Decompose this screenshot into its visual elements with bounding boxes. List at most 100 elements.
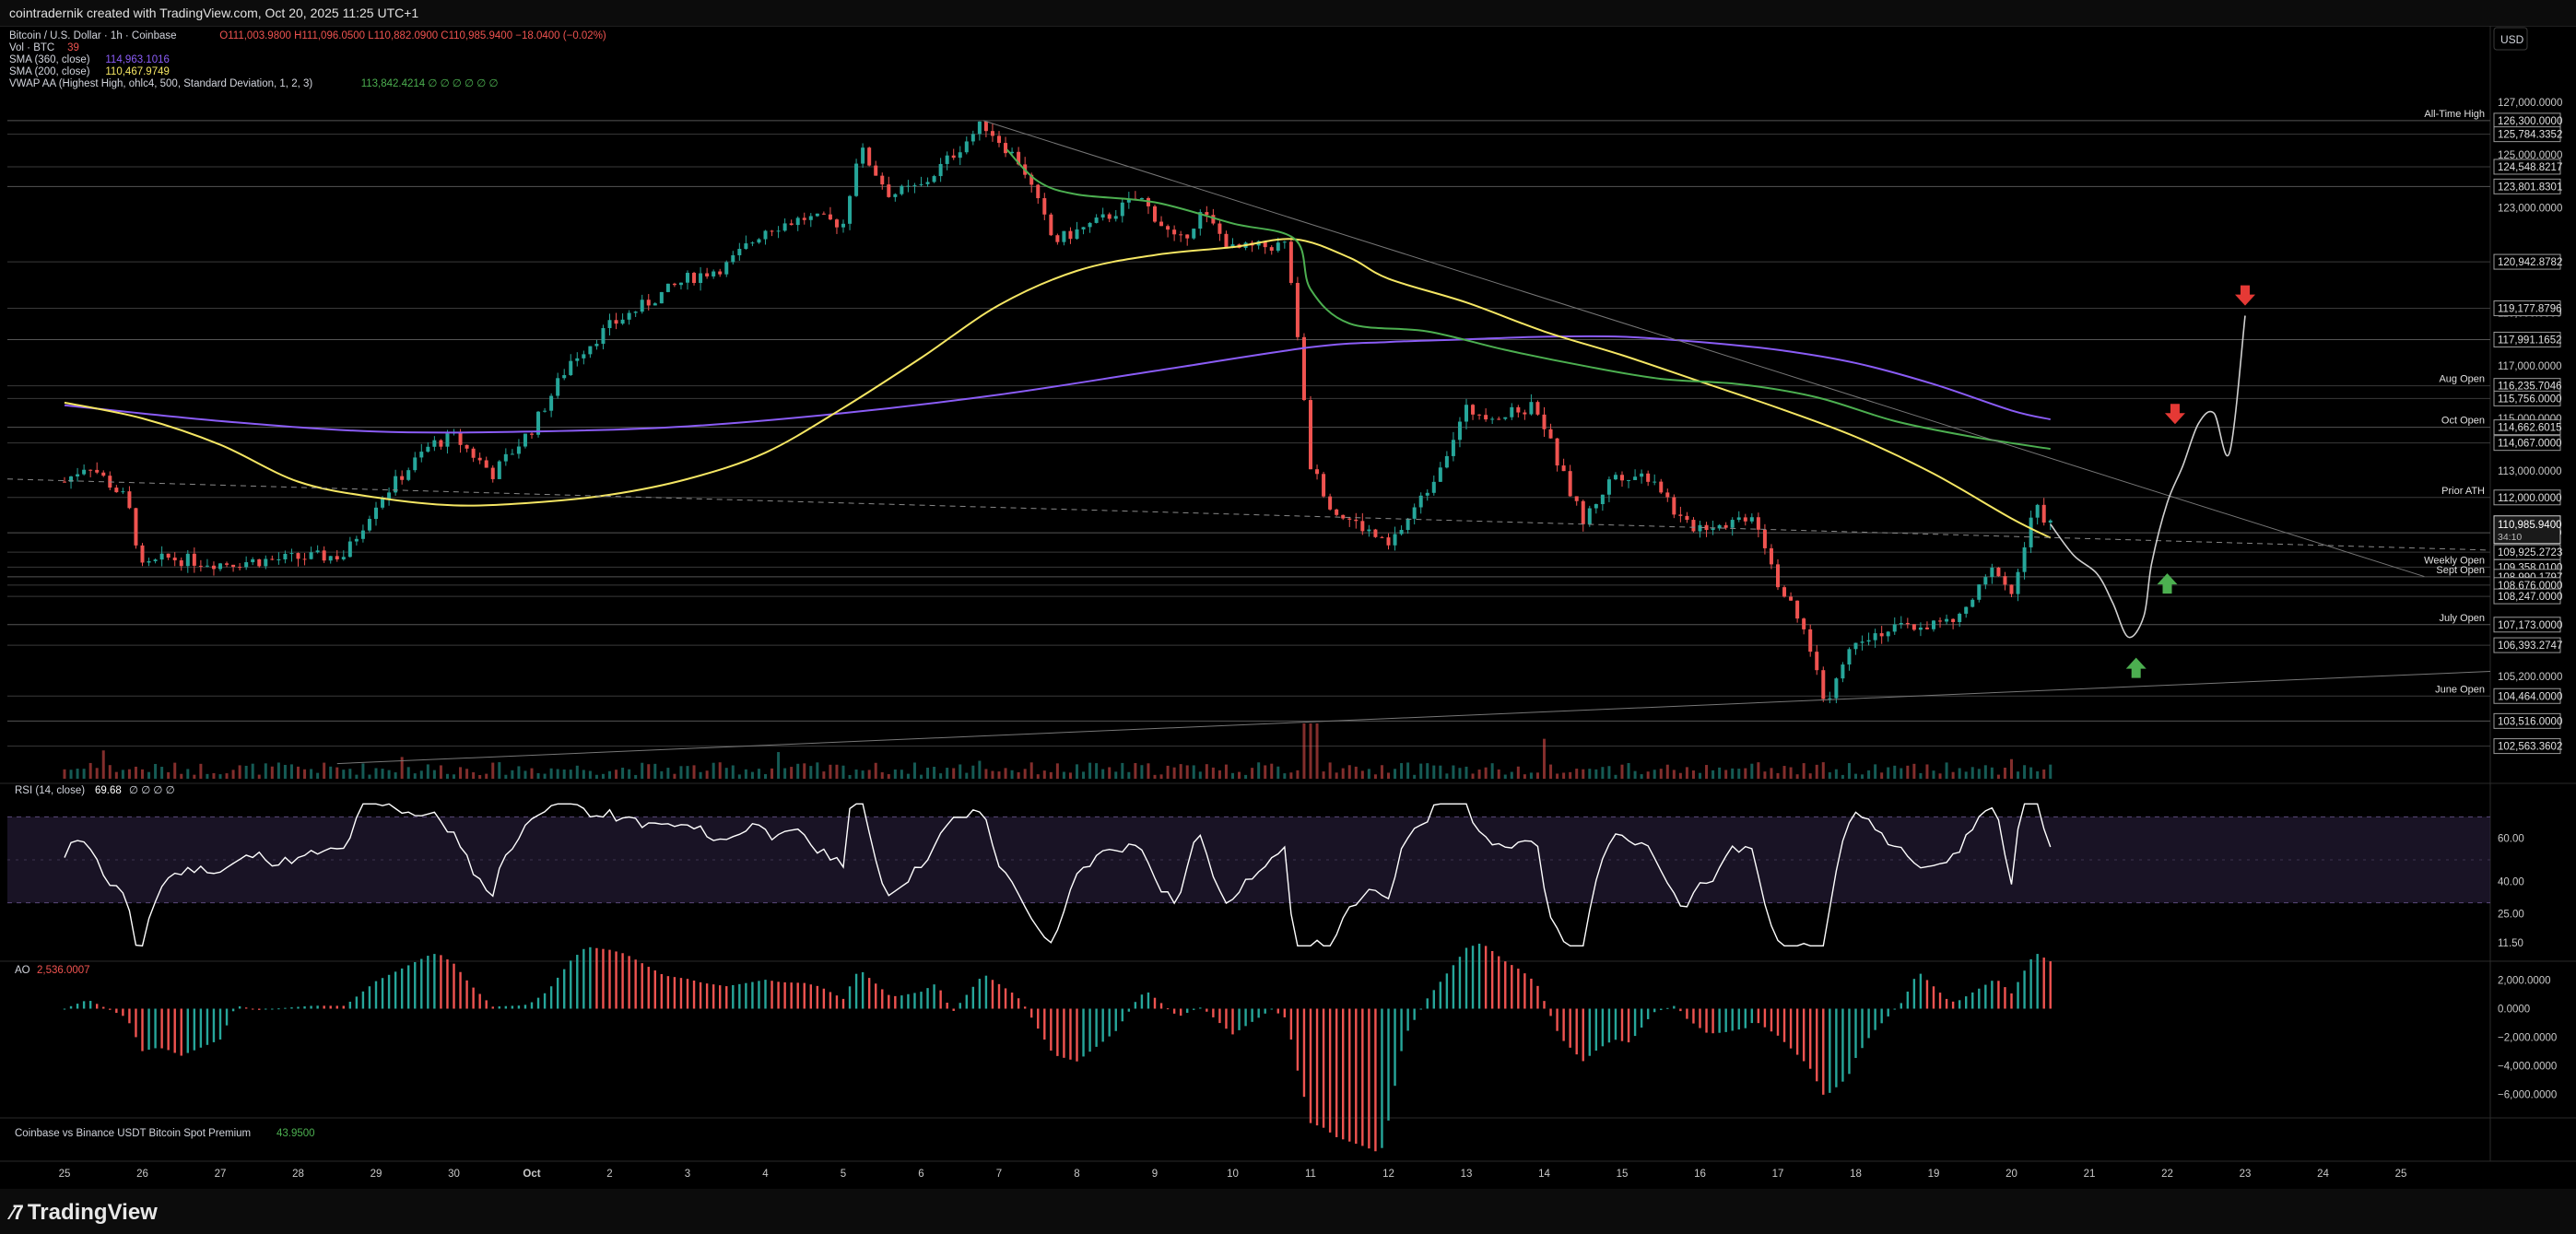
ao-bar bbox=[952, 1008, 955, 1011]
rsi-label: RSI (14, close) bbox=[15, 785, 85, 796]
candle bbox=[1335, 509, 1339, 515]
volume-bar bbox=[374, 768, 378, 779]
volume-bar bbox=[1192, 765, 1195, 779]
volume-bar bbox=[297, 766, 300, 779]
candle bbox=[354, 538, 359, 542]
candle bbox=[432, 440, 437, 447]
ao-bar bbox=[504, 1005, 508, 1009]
candle bbox=[1769, 547, 1773, 565]
level-price-label: 124,548.8217 bbox=[2498, 162, 2562, 173]
ao-bar bbox=[971, 986, 975, 1009]
volume-bar bbox=[997, 771, 1001, 779]
candle bbox=[2029, 517, 2033, 547]
volume-bar bbox=[829, 764, 832, 779]
volume-bar bbox=[2036, 770, 2040, 779]
ao-bar bbox=[1251, 1008, 1253, 1022]
legend-row-value: 113,842.4214 ∅ ∅ ∅ ∅ ∅ ∅ bbox=[361, 78, 499, 89]
volume-bar bbox=[1776, 772, 1780, 779]
candle bbox=[699, 273, 703, 284]
candle bbox=[536, 411, 541, 435]
volume-bar bbox=[1802, 763, 1806, 779]
candle bbox=[172, 558, 177, 561]
candle bbox=[1730, 520, 1735, 528]
ao-bar bbox=[1023, 1006, 1027, 1009]
volume-bar bbox=[939, 773, 943, 779]
volume-bar bbox=[394, 772, 397, 779]
projection-path bbox=[2050, 315, 2246, 639]
ao-bar bbox=[1140, 994, 1144, 1009]
ao-bar bbox=[1782, 1008, 1786, 1042]
volume-bar bbox=[841, 765, 845, 779]
ao-bar bbox=[1679, 1008, 1682, 1012]
price-axis[interactable]: 127,000.0000 125,000.0000 123,000.0000 119,… bbox=[2424, 98, 2562, 755]
volume-bar bbox=[2010, 758, 2013, 779]
time-axis[interactable]: 25 26 27 28 29 30 Oct 2 3 4 5 6 7 8 9 10 11 12 13 14 15 16 17 1… bbox=[59, 1169, 2407, 1180]
candle bbox=[2041, 504, 2046, 523]
candle bbox=[1192, 229, 1196, 239]
ao-bar bbox=[1147, 992, 1150, 1009]
level-price-box bbox=[2493, 419, 2561, 436]
volume-bar bbox=[641, 762, 644, 779]
ao-bar bbox=[1257, 1008, 1260, 1018]
time-tick-label: 11 bbox=[1305, 1169, 1316, 1180]
time-tick-label: 27 bbox=[215, 1169, 227, 1180]
ao-bar bbox=[1633, 1008, 1637, 1037]
candle bbox=[705, 273, 710, 276]
volume-bar bbox=[160, 767, 164, 779]
candle bbox=[1581, 500, 1585, 524]
volume-bar bbox=[1244, 774, 1248, 779]
ao-bar bbox=[875, 983, 877, 1009]
candle bbox=[594, 344, 599, 347]
trendlines bbox=[6, 120, 2491, 765]
candle bbox=[426, 446, 430, 452]
volume-bar bbox=[310, 769, 313, 779]
volume-bar bbox=[1068, 772, 1072, 779]
downtrend-line bbox=[982, 120, 2425, 578]
chart-canvas[interactable]: RSI (14, close) 69.68 ∅ ∅ ∅ ∅60.0040.0025… bbox=[0, 26, 2576, 1189]
volume-bar bbox=[1958, 768, 1961, 779]
ao-bar bbox=[2042, 958, 2045, 1009]
sma-360-line bbox=[64, 335, 2051, 434]
candle bbox=[1932, 620, 1935, 629]
candle bbox=[1977, 584, 1982, 600]
level-name-label: Sept Open bbox=[2436, 565, 2485, 576]
volume-bar bbox=[218, 774, 222, 779]
ao-bar bbox=[1153, 997, 1157, 1009]
ao-bar bbox=[511, 1005, 514, 1009]
currency-button[interactable]: USD bbox=[2493, 27, 2528, 51]
candle bbox=[932, 176, 936, 182]
ao-bar bbox=[1757, 1008, 1760, 1024]
ao-bar bbox=[1543, 1001, 1546, 1009]
candle bbox=[1555, 438, 1559, 466]
volume-bar bbox=[1289, 772, 1293, 779]
volume-bar bbox=[1627, 762, 1630, 779]
volume-bar bbox=[82, 769, 86, 779]
candle bbox=[951, 155, 956, 159]
rsi-tick-label: 60.00 bbox=[2498, 834, 2524, 845]
time-tick-label: 6 bbox=[918, 1169, 923, 1180]
ao-bar bbox=[854, 973, 858, 1009]
candle bbox=[549, 395, 554, 411]
volume-bar bbox=[1172, 767, 1176, 779]
ao-bar bbox=[991, 980, 994, 1009]
candle bbox=[808, 216, 813, 220]
time-tick-label: 10 bbox=[1227, 1169, 1239, 1180]
ao-bar bbox=[1264, 1008, 1266, 1014]
legend-row-label: SMA (200, close) bbox=[9, 66, 90, 77]
time-tick-label: 26 bbox=[136, 1169, 148, 1180]
volume-bar bbox=[1426, 763, 1429, 779]
candle bbox=[1230, 244, 1235, 248]
volume-bar bbox=[1906, 765, 1910, 779]
ao-bar bbox=[881, 989, 884, 1009]
premium-value: 43.9500 bbox=[276, 1128, 315, 1139]
candle bbox=[381, 499, 385, 508]
candle bbox=[69, 476, 74, 482]
volume-bar bbox=[1789, 767, 1793, 779]
candle bbox=[1853, 642, 1858, 650]
volume-bar bbox=[1529, 772, 1533, 779]
volume-bar bbox=[1088, 762, 1092, 779]
candle bbox=[757, 239, 761, 243]
candle bbox=[211, 565, 216, 570]
ao-bar bbox=[1692, 1008, 1695, 1024]
tradingview-logo[interactable]: ⁄7 TradingView bbox=[11, 1200, 158, 1226]
